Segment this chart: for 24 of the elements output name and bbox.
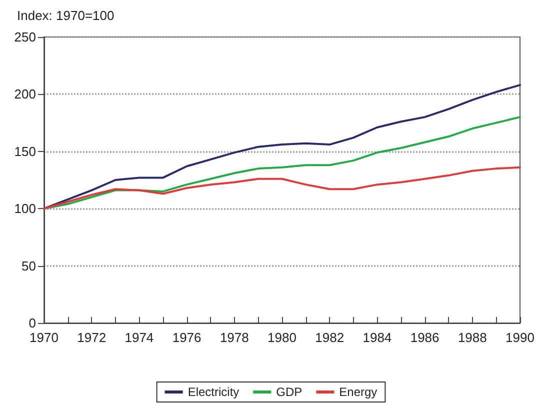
y-tick-label: 50 (22, 258, 36, 274)
x-tick-label: 1982 (315, 330, 344, 345)
line-series (43, 166, 521, 210)
x-tick-label: 1974 (124, 330, 154, 345)
y-axis-title: Index: 1970=100 (17, 8, 114, 23)
y-tick-label: 100 (14, 201, 36, 216)
y-tick-label: 250 (14, 30, 36, 44)
x-tick-label: 1976 (172, 330, 202, 345)
y-tick-label: 150 (14, 144, 36, 159)
legend-label: Energy (339, 385, 378, 399)
legend-label: GDP (276, 385, 302, 399)
x-tick-label: 1990 (506, 330, 534, 345)
x-tick-label: 1984 (362, 330, 392, 345)
y-tick-label: 0 (28, 316, 36, 330)
y-tick-label: 200 (14, 86, 36, 102)
line-series (43, 84, 521, 210)
x-tick-label: 1978 (220, 330, 249, 345)
x-tick-label: 1980 (268, 330, 296, 345)
x-tick-label: 1972 (77, 330, 106, 345)
line-series (43, 116, 521, 210)
x-tick-label: 1970 (30, 330, 58, 345)
legend-label: Electricity (188, 385, 240, 399)
x-tick-label: 1988 (458, 330, 487, 345)
x-tick-label: 1986 (410, 330, 440, 345)
